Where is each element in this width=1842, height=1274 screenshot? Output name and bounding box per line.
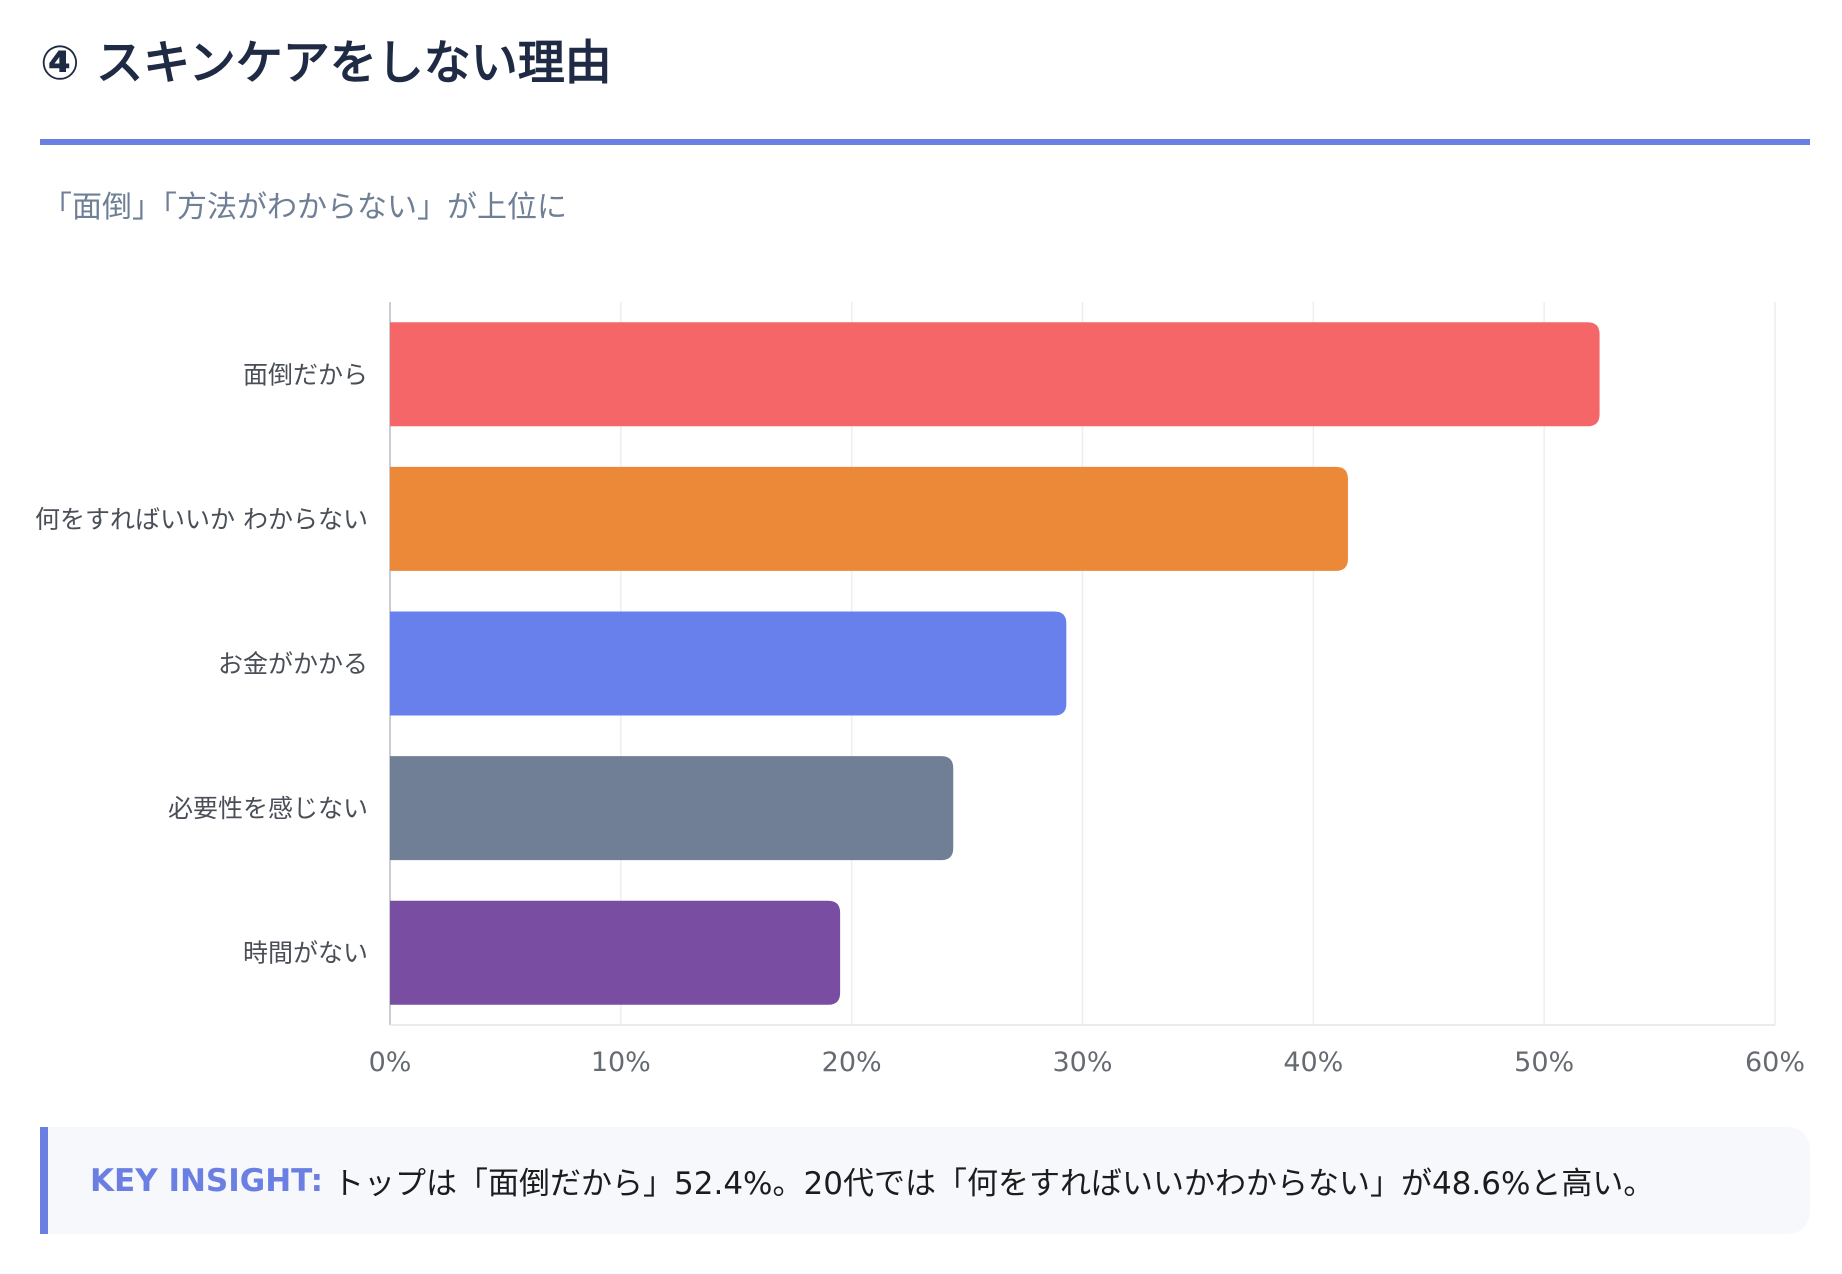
- x-tick-label: 10%: [591, 1047, 651, 1078]
- page-title: ④ スキンケアをしない理由: [40, 36, 612, 91]
- key-insight-text: トップは「面倒だから」52.4%。20代では「何をすればいいかわからない」が48…: [333, 1166, 1655, 1202]
- bar-5: [390, 900, 841, 1005]
- category-label: 面倒だから: [243, 360, 368, 389]
- category-label: 何をすればいいか わからない: [35, 505, 368, 534]
- category-label: お金がかかる: [218, 650, 368, 679]
- bar-1: [390, 322, 1600, 427]
- x-tick-label: 40%: [1283, 1047, 1343, 1078]
- bar-3: [390, 611, 1067, 716]
- category-label: 必要性を感じない: [168, 794, 368, 823]
- key-insight-label: KEY INSIGHT:: [90, 1162, 324, 1199]
- x-tick-label: 20%: [822, 1047, 882, 1078]
- x-tick-label: 30%: [1052, 1047, 1112, 1078]
- chart-subtitle: 「面倒」「方法がわからない」が上位に: [42, 190, 567, 225]
- title-underline: [40, 139, 1810, 145]
- bar-4: [390, 756, 954, 861]
- category-label: 時間がない: [243, 939, 368, 968]
- x-tick-label: 0%: [369, 1047, 412, 1078]
- bar-2: [390, 466, 1348, 571]
- key-insight-box: KEY INSIGHT: トップは「面倒だから」52.4%。20代では「何をすれ…: [40, 1127, 1810, 1234]
- x-tick-label: 50%: [1514, 1047, 1574, 1078]
- x-tick-label: 60%: [1745, 1047, 1805, 1078]
